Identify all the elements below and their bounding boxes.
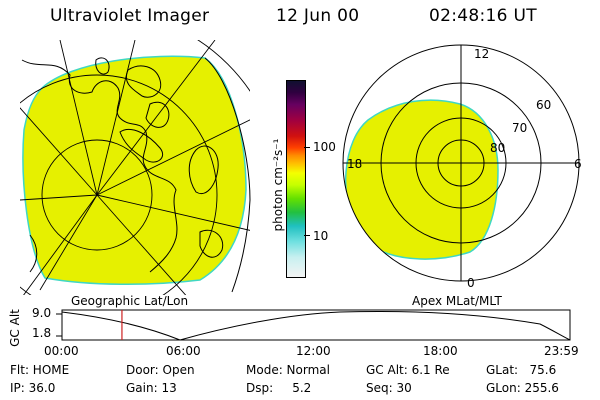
aurora-image-polar (344, 99, 499, 260)
colorbar-tick-100 (304, 147, 310, 148)
color-scale-bar (286, 80, 306, 278)
time-tick-1200: 12:00 (296, 344, 331, 358)
mlt-label-6: 6 (574, 157, 582, 171)
geographic-caption: Geographic Lat/Lon (71, 294, 189, 308)
status-gain: Gain: 13 (126, 381, 177, 395)
status-dsp: Dsp: 5.2 (246, 381, 312, 395)
coastline-islands (126, 65, 162, 98)
colorbar-unit-label: photon cm⁻²s⁻¹ (271, 138, 285, 232)
status-glat: GLat: 75.6 (486, 363, 557, 377)
date-label: 12 Jun 00 (276, 6, 360, 26)
mlat-label-60: 60 (536, 98, 552, 112)
geographic-image-panel (20, 40, 580, 295)
time-tick-0000: 00:00 (44, 344, 79, 358)
altitude-curve (61, 311, 571, 341)
colorbar-label-100: 100 (313, 140, 336, 154)
status-mode: Mode: Normal (246, 363, 330, 377)
mlat-label-70: 70 (512, 121, 528, 135)
alt-ytick-1-8: 1.8 (32, 326, 52, 340)
status-gc-alt: GC Alt: 6.1 Re (366, 363, 450, 377)
coastline-greenland (188, 145, 219, 194)
status-glon: GLon: 255.6 (486, 381, 559, 395)
time-tick-2359: 23:59 (544, 344, 579, 358)
alt-ytick-9: 9.0 (32, 306, 52, 320)
colorbar-label-10: 10 (313, 229, 329, 243)
apex-caption: Apex MLat/MLT (412, 294, 502, 308)
time-tick-0600: 06:00 (166, 344, 201, 358)
colorbar-tick-10 (304, 235, 310, 236)
status-ip: IP: 36.0 (10, 381, 56, 395)
instrument-title: Ultraviolet Imager (50, 6, 210, 26)
time-tick-1800: 18:00 (423, 344, 458, 358)
altitude-plot (56, 309, 571, 341)
polar-grid (342, 44, 580, 282)
status-flt: Flt: HOME (10, 363, 70, 377)
mlt-label-18: 18 (347, 157, 363, 171)
coastline-north-america (21, 59, 178, 273)
status-door: Door: Open (126, 363, 195, 377)
status-seq: Seq: 30 (366, 381, 412, 395)
mlat-label-80: 80 (490, 141, 506, 155)
time-label: 02:48:16 UT (429, 6, 537, 26)
mlt-label-12: 12 (474, 47, 490, 61)
aurora-image-geographic (22, 55, 247, 286)
mlt-label-0: 0 (467, 276, 475, 290)
